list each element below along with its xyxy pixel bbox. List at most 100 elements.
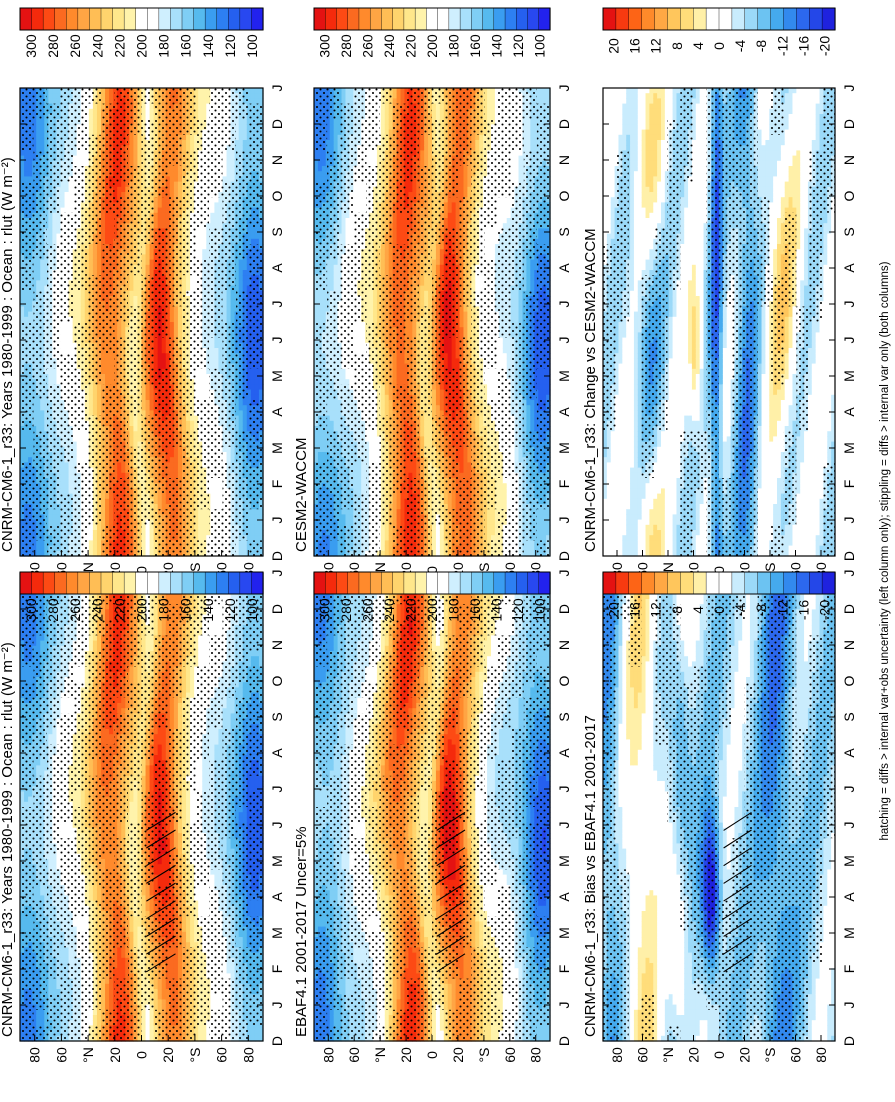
heatmap-cell <box>137 812 142 818</box>
heatmap-cell <box>24 916 29 922</box>
heatmap-cell <box>105 729 110 735</box>
heatmap-cell <box>190 677 195 683</box>
heatmap-cell <box>56 864 61 870</box>
heatmap-cell <box>89 646 94 652</box>
heatmap-cell <box>210 630 215 636</box>
heatmap-cell <box>65 708 70 714</box>
heatmap-cell <box>137 921 142 927</box>
heatmap-cell <box>186 932 191 938</box>
heatmap-cell <box>158 999 163 1005</box>
heatmap-cell <box>174 708 179 714</box>
heatmap-cell <box>218 755 223 761</box>
heatmap-cell <box>48 734 53 740</box>
heatmap-cell <box>202 786 207 792</box>
heatmap-cell <box>117 968 122 974</box>
heatmap-cell <box>190 937 195 943</box>
heatmap-cell <box>142 895 147 901</box>
heatmap-cell <box>20 797 25 803</box>
heatmap-cell <box>20 667 25 673</box>
heatmap-cell <box>93 760 98 766</box>
heatmap-cell <box>178 838 183 844</box>
heatmap-cell <box>218 729 223 735</box>
heatmap-cell <box>81 791 86 797</box>
heatmap-cell <box>93 890 98 896</box>
heatmap-cell <box>231 703 236 709</box>
heatmap-cell <box>69 953 74 959</box>
heatmap-cell <box>210 1005 215 1011</box>
heatmap-cell <box>162 729 167 735</box>
heatmap-cell <box>182 942 187 948</box>
heatmap-cell <box>218 745 223 751</box>
heatmap-cell <box>77 797 82 803</box>
heatmap-cell <box>210 999 215 1005</box>
heatmap-cell <box>105 989 110 995</box>
heatmap-cell <box>133 672 138 678</box>
heatmap-cell <box>56 729 61 735</box>
heatmap-cell <box>52 864 57 870</box>
heatmap-cell <box>150 635 155 641</box>
heatmap-cell <box>109 1005 114 1011</box>
heatmap-cell <box>186 677 191 683</box>
heatmap-cell <box>109 989 114 995</box>
heatmap-cell <box>101 999 106 1005</box>
heatmap-cell <box>146 760 151 766</box>
heatmap-cell <box>133 667 138 673</box>
heatmap-cell <box>117 973 122 979</box>
heatmap-cell <box>170 708 175 714</box>
heatmap-cell <box>214 994 219 1000</box>
heatmap-cell <box>150 906 155 912</box>
heatmap-cell <box>81 916 86 922</box>
heatmap-cell <box>210 625 215 631</box>
heatmap-cell <box>223 843 228 849</box>
heatmap-cell <box>174 713 179 719</box>
heatmap-cell <box>150 760 155 766</box>
heatmap-cell <box>93 1020 98 1026</box>
heatmap-cell <box>146 781 151 787</box>
heatmap-cell <box>214 755 219 761</box>
heatmap-cell <box>239 693 244 699</box>
heatmap-cell <box>89 641 94 647</box>
heatmap-cell <box>227 703 232 709</box>
heatmap-cell <box>48 984 53 990</box>
heatmap-cell <box>93 895 98 901</box>
heatmap-cell <box>77 916 82 922</box>
heatmap-cell <box>186 937 191 943</box>
heatmap-cell <box>142 901 147 907</box>
heatmap-cell <box>69 958 74 964</box>
heatmap-cell <box>239 807 244 813</box>
heatmap-cell <box>223 698 228 704</box>
heatmap-cell <box>210 729 215 735</box>
heatmap-cell <box>142 1020 147 1026</box>
heatmap-cell <box>210 875 215 881</box>
heatmap-cell <box>117 947 122 953</box>
heatmap-cell <box>48 864 53 870</box>
heatmap-cell <box>227 963 232 969</box>
heatmap-cell <box>142 771 147 777</box>
heatmap-cell <box>133 916 138 922</box>
heatmap-cell <box>227 843 232 849</box>
heatmap-cell <box>52 859 57 865</box>
heatmap-cell <box>97 885 102 891</box>
heatmap-cell <box>109 729 114 735</box>
heatmap-cell <box>190 921 195 927</box>
heatmap-cell <box>223 968 228 974</box>
heatmap-cell <box>40 635 45 641</box>
heatmap-cell <box>218 630 223 636</box>
heatmap-cell <box>36 890 41 896</box>
heatmap-cell <box>137 802 142 808</box>
heatmap-cell <box>170 968 175 974</box>
heatmap-cell <box>162 1005 167 1011</box>
heatmap-cell <box>146 890 151 896</box>
heatmap-cell <box>65 823 70 829</box>
heatmap-cell <box>81 921 86 927</box>
heatmap-cell <box>56 739 61 745</box>
heatmap-cell <box>231 973 236 979</box>
heatmap-cell <box>198 901 203 907</box>
heatmap-cell <box>210 994 215 1000</box>
heatmap-cell <box>174 968 179 974</box>
heatmap-cell <box>190 802 195 808</box>
heatmap-cell <box>121 703 126 709</box>
heatmap-cell <box>77 921 82 927</box>
heatmap-cell <box>150 776 155 782</box>
heatmap-cell <box>174 719 179 725</box>
